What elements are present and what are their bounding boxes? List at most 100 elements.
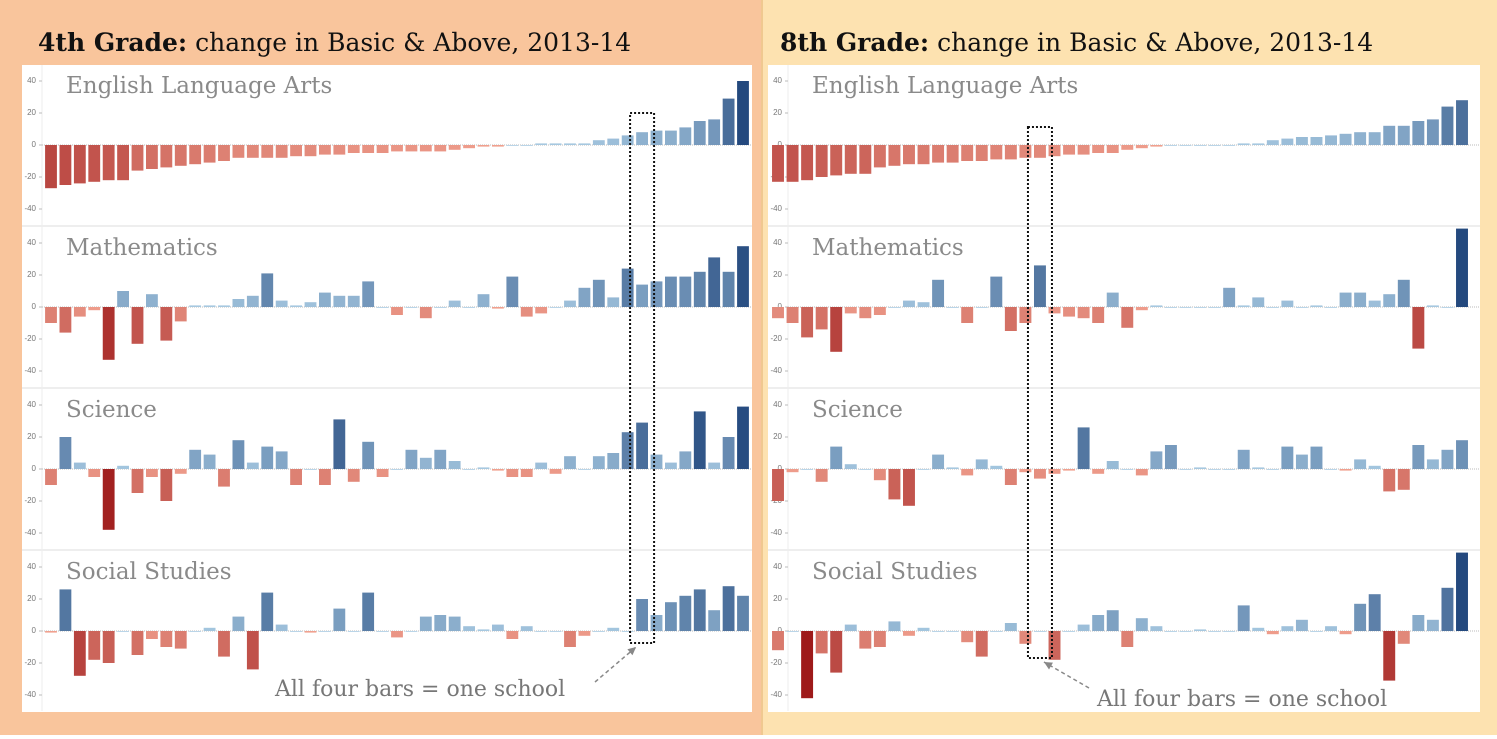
bar — [45, 307, 57, 323]
bar — [131, 307, 144, 344]
bar — [434, 145, 447, 152]
bar — [290, 305, 302, 307]
y-tick-label: -20 — [24, 172, 36, 181]
bar — [492, 624, 504, 631]
bar — [1456, 440, 1468, 469]
bar — [1150, 451, 1163, 469]
bar — [45, 469, 57, 485]
bar — [1063, 145, 1076, 155]
bar — [146, 469, 158, 477]
bar — [786, 145, 799, 182]
bar — [844, 464, 857, 469]
bar — [1412, 121, 1425, 145]
bar — [261, 145, 274, 158]
bar — [1325, 135, 1337, 145]
bar — [1354, 132, 1367, 145]
bar — [477, 467, 490, 469]
bar — [708, 119, 721, 145]
bar — [347, 295, 360, 307]
subplot-title: Mathematics — [66, 235, 218, 261]
bar — [1019, 145, 1032, 158]
y-tick-label: 20 — [27, 270, 36, 279]
bar — [1048, 469, 1061, 474]
bar — [477, 294, 490, 307]
bar — [218, 469, 230, 487]
bar — [990, 465, 1003, 469]
bar — [693, 121, 706, 145]
bar — [492, 145, 504, 147]
heading-bold: 4th Grade: — [38, 28, 187, 57]
bar — [1077, 145, 1090, 155]
bar — [636, 132, 648, 145]
bar — [679, 276, 692, 307]
bar — [975, 631, 988, 657]
bar — [376, 145, 389, 153]
y-tick-label: -40 — [24, 690, 36, 699]
bar — [232, 616, 245, 631]
bar — [218, 305, 230, 307]
bar — [621, 631, 634, 632]
bar — [1252, 627, 1265, 631]
y-tick-label: -40 — [24, 204, 36, 213]
bar — [1033, 469, 1046, 479]
bar — [564, 300, 576, 307]
bar — [1194, 307, 1207, 308]
bar — [520, 626, 533, 631]
bar — [160, 631, 173, 647]
bar — [189, 145, 202, 165]
y-tick-label: 40 — [773, 76, 782, 85]
bar — [362, 441, 375, 469]
bar — [873, 631, 886, 647]
bar — [463, 145, 475, 149]
bar — [592, 279, 605, 307]
bar — [873, 307, 886, 315]
bar — [1339, 292, 1352, 307]
bar — [405, 631, 418, 632]
y-tick-label: 0 — [778, 464, 783, 473]
bar — [917, 469, 930, 470]
bar — [888, 307, 901, 308]
annotation: All four bars = one school — [1096, 687, 1387, 712]
bar — [347, 145, 360, 153]
bar — [1368, 132, 1381, 145]
subplot-title: English Language Arts — [812, 73, 1078, 99]
bar — [88, 469, 101, 477]
bar — [174, 631, 187, 649]
bar — [1368, 465, 1381, 469]
heading: change in Basic & Above, 2013-14 — [195, 28, 631, 57]
bar — [506, 276, 519, 307]
bar — [1121, 469, 1134, 470]
bar — [1135, 145, 1148, 149]
bar — [319, 145, 331, 155]
bar — [232, 299, 245, 307]
bar — [146, 294, 158, 307]
bar — [1019, 307, 1032, 323]
bar — [405, 449, 418, 469]
bar — [549, 143, 562, 145]
bar — [708, 462, 721, 469]
arrow-head — [1043, 662, 1053, 670]
bar — [975, 459, 988, 469]
bar — [290, 145, 302, 157]
bar — [203, 145, 216, 163]
bar — [1092, 469, 1105, 474]
bar — [1164, 445, 1177, 469]
bar — [650, 281, 663, 307]
bar — [1135, 618, 1148, 631]
bar — [246, 145, 259, 158]
bar — [932, 454, 945, 469]
bar — [1339, 469, 1352, 471]
bar — [737, 81, 749, 145]
y-tick-label: 40 — [27, 400, 36, 409]
bar — [903, 300, 915, 307]
bar — [859, 307, 872, 319]
bar — [477, 145, 490, 147]
y-tick-label: 0 — [32, 464, 37, 473]
bar — [1033, 265, 1046, 307]
bar — [1077, 624, 1090, 631]
bar — [737, 246, 749, 307]
bar — [1121, 145, 1134, 150]
bar — [1092, 307, 1105, 323]
bar — [801, 145, 814, 181]
